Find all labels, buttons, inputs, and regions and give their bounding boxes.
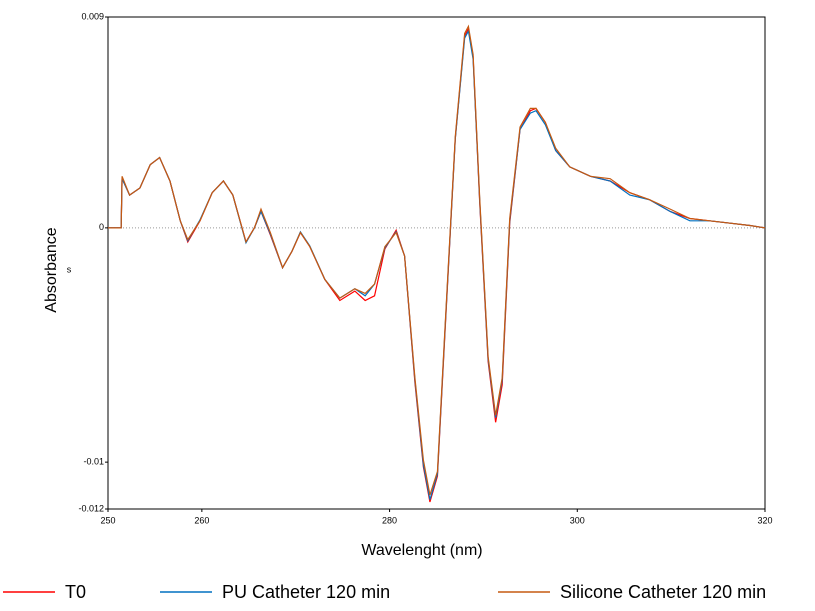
x-tick-label: 280 (382, 515, 397, 525)
legend-label: Silicone Catheter 120 min (560, 582, 766, 602)
y-tick-label: 0.009 (81, 11, 104, 21)
y-axis-label: Absorbance (43, 227, 60, 312)
y-tick-label: 0 (99, 222, 104, 232)
x-tick-label: 250 (100, 515, 115, 525)
y-tick-label: -0.01 (83, 457, 104, 467)
x-tick-label: 300 (570, 515, 585, 525)
legend-label: PU Catheter 120 min (222, 582, 390, 602)
legend-label: T0 (65, 582, 86, 602)
x-tick-label: 320 (757, 515, 772, 525)
series-line (108, 24, 766, 496)
x-tick-label: 260 (194, 515, 209, 525)
annotation: s (67, 264, 72, 274)
y-tick-label: -0.012 (78, 503, 104, 513)
plot-frame (107, 16, 766, 510)
x-axis-label: Wavelenght (nm) (361, 542, 482, 559)
